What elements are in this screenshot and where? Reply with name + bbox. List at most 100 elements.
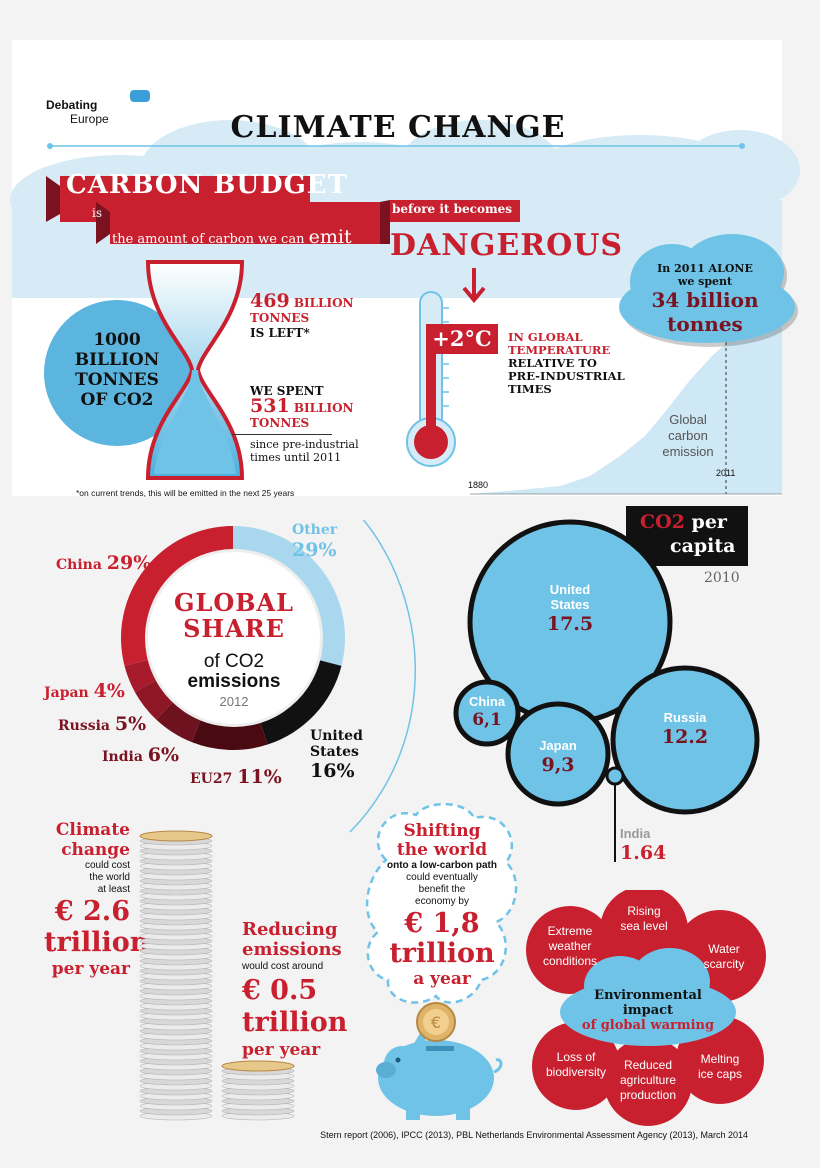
label-china-pct: 29% bbox=[106, 552, 152, 574]
year-2011: 2011 bbox=[716, 468, 736, 478]
ice1: Melting bbox=[700, 1052, 740, 1066]
left-suffix: IS LEFT* bbox=[250, 326, 310, 340]
before-text: before it becomes bbox=[392, 202, 513, 216]
coin-top bbox=[221, 1060, 295, 1072]
label-other-name: Other bbox=[292, 522, 338, 538]
china-value: 6,1 bbox=[472, 710, 502, 730]
spent-intro: WE SPENT bbox=[250, 384, 324, 398]
bubble-agri bbox=[604, 1038, 692, 1126]
coin-top bbox=[139, 830, 213, 842]
svg-text:€: € bbox=[431, 1013, 441, 1032]
temp-line3: RELATIVE TO bbox=[508, 356, 597, 370]
year-1880: 1880 bbox=[468, 480, 489, 490]
japan-bubble-text: Japan 9,3 bbox=[518, 738, 598, 777]
coin-stack-climate-change bbox=[139, 830, 213, 1121]
coin-stack-reducing-emissions bbox=[221, 1060, 295, 1121]
spent-since: since pre-industrial times until 2011 bbox=[250, 438, 359, 464]
russia-bubble-text: Russia 12.2 bbox=[637, 710, 733, 749]
agri3: production bbox=[619, 1088, 677, 1102]
left-value: 469 bbox=[250, 290, 290, 312]
per-capita-bubbles bbox=[453, 519, 760, 862]
left-text: 469 BILLION TONNES IS LEFT* bbox=[250, 292, 354, 341]
india-name: India bbox=[620, 826, 651, 841]
logo[interactable]: Debating Europe bbox=[46, 90, 150, 126]
bubble-japan bbox=[505, 701, 611, 807]
japan-name: Japan bbox=[539, 738, 577, 753]
sea-text: Rising sea level bbox=[604, 904, 684, 934]
total-line2: BILLION bbox=[74, 350, 160, 370]
dangerous-text: DANGEROUS bbox=[390, 228, 624, 263]
bio2: biodiversity bbox=[545, 1065, 607, 1079]
cloud-2011 bbox=[619, 234, 798, 347]
label-eu-name: EU27 bbox=[190, 771, 233, 787]
donut-slice-eu27 bbox=[191, 716, 268, 750]
shift-line1: Shifting bbox=[403, 821, 481, 841]
bubble-russia bbox=[610, 665, 760, 815]
temp-value: +2°C bbox=[432, 326, 492, 351]
thermometer-icon bbox=[406, 291, 456, 467]
temp-line5: TIMES bbox=[508, 382, 552, 396]
definition-a: the amount of carbon we can bbox=[112, 232, 305, 247]
left-unit2: TONNES bbox=[250, 311, 310, 325]
shift-line2: the world bbox=[396, 840, 488, 860]
speech-bubble-icon bbox=[130, 90, 150, 102]
cc-line3: could cost bbox=[84, 860, 130, 871]
bubble-india bbox=[605, 766, 625, 786]
agri2: agriculture bbox=[619, 1073, 677, 1087]
label-russia-pct: 5% bbox=[114, 713, 147, 735]
cloud-unit: tonnes bbox=[667, 312, 743, 336]
agri1: Reduced bbox=[623, 1058, 673, 1072]
donut-title4: emissions bbox=[187, 671, 281, 692]
india-value: 1.64 bbox=[620, 842, 667, 864]
label-india-pct: 6% bbox=[147, 744, 180, 766]
water2: scarcity bbox=[703, 957, 745, 971]
label-russia-name: Russia bbox=[58, 718, 110, 734]
shift-value: € 1,8 bbox=[404, 908, 480, 939]
definition-emit: emit bbox=[308, 226, 352, 248]
env-impact-graphic bbox=[526, 890, 766, 1126]
emission-chart-label: Global carbon emission bbox=[646, 412, 730, 460]
temp-badge bbox=[426, 324, 498, 354]
spent-rule bbox=[232, 434, 332, 435]
per-capita-title: CO2 per capita bbox=[640, 510, 735, 558]
label-other-pct: 29% bbox=[292, 539, 337, 561]
per-capita-per: per bbox=[691, 511, 727, 533]
logo-line1: Debating bbox=[46, 98, 98, 112]
label-eu: EU27 11% bbox=[190, 766, 282, 788]
spent-since-line1: since pre-industrial bbox=[250, 438, 359, 451]
down-arrow-icon bbox=[462, 268, 486, 304]
cc-unit: trillion bbox=[44, 927, 150, 958]
total-line4: OF CO2 bbox=[80, 390, 154, 410]
donut-title3: of CO2 bbox=[203, 651, 265, 672]
cc-text: Climate change could cost the world at l… bbox=[44, 820, 150, 980]
env-center2: impact bbox=[622, 1003, 674, 1018]
spent-value: 531 bbox=[250, 395, 290, 417]
emission-label2: carbon bbox=[668, 428, 708, 443]
spent-unit2: TONNES bbox=[250, 416, 310, 430]
russia-value: 12.2 bbox=[661, 726, 709, 748]
bio-text: Loss of biodiversity bbox=[536, 1050, 616, 1080]
cloud-value: 34 billion bbox=[651, 288, 759, 312]
reduce-text: Reducing emissions would cost around € 0… bbox=[242, 920, 347, 1062]
label-china: China 29% bbox=[56, 552, 151, 574]
logo-line2: Europe bbox=[70, 112, 109, 126]
coin-stacks bbox=[139, 830, 295, 1121]
extreme-text: Extreme weather conditions bbox=[530, 924, 610, 969]
label-japan-pct: 4% bbox=[93, 680, 125, 702]
per-capita-capita: capita bbox=[670, 535, 736, 557]
cloud-2011-text: In 2011 ALONE we spent 34 billion tonnes bbox=[630, 262, 780, 336]
us-name2: States bbox=[550, 597, 590, 612]
emission-label3: emission bbox=[662, 444, 714, 459]
cloud-line2: we spent bbox=[677, 275, 733, 288]
shift-line4: could eventually bbox=[406, 872, 478, 883]
water-text: Water scarcity bbox=[684, 942, 764, 972]
definition-text: the amount of carbon we can emit bbox=[112, 226, 352, 248]
page-title: CLIMATE CHANGE bbox=[230, 110, 566, 145]
label-japan-name: Japan bbox=[44, 685, 89, 701]
cc-line4: the world bbox=[89, 872, 130, 883]
donut-slice-united-states bbox=[258, 658, 342, 745]
red-line1: Reducing bbox=[242, 919, 338, 940]
donut-center bbox=[148, 552, 320, 724]
temp-line2: TEMPERATURE bbox=[508, 343, 611, 357]
env-center3: of global warming bbox=[581, 1018, 715, 1033]
